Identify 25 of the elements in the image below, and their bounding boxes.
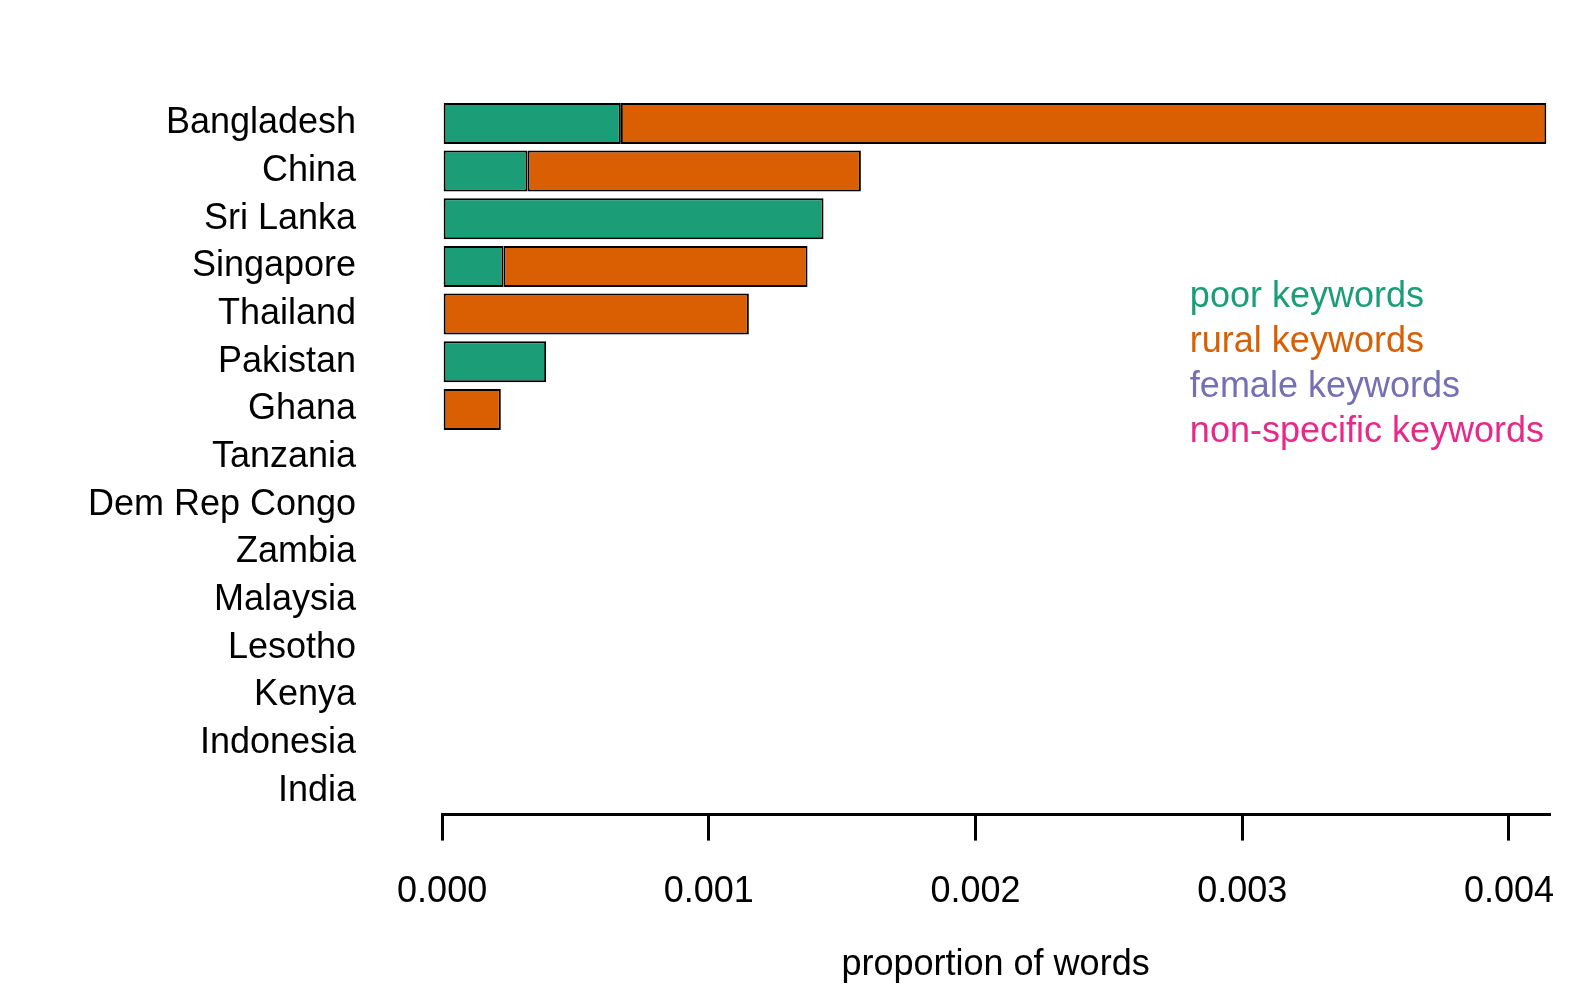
- text: poor keywords: [1189, 274, 1424, 316]
- y-tick-label: Zambia: [236, 529, 358, 571]
- x-tick-label: 0.002: [930, 869, 1021, 911]
- y-tick-label: Thailand: [218, 291, 357, 333]
- x-tick-label: 0.000: [397, 869, 488, 911]
- x-tick-label: 0.004: [1463, 869, 1555, 911]
- x-axis-title: proportion of words: [841, 942, 1150, 984]
- y-tick-label: Malaysia: [214, 577, 358, 619]
- x-tick-label: 0.001: [663, 869, 754, 911]
- y-tick-label: Ghana: [248, 386, 358, 428]
- y-tick-label: Tanzania: [212, 434, 358, 476]
- y-tick-label: Kenya: [254, 672, 358, 714]
- y-tick-label: Indonesia: [200, 720, 358, 762]
- y-tick-label: India: [278, 767, 358, 809]
- x-tick-label: 0.003: [1197, 869, 1288, 911]
- y-tick-label: Singapore: [192, 243, 357, 285]
- y-tick-label: Bangladesh: [165, 100, 357, 142]
- text: rural keywords: [1189, 319, 1424, 361]
- y-tick-label: Lesotho: [228, 624, 357, 666]
- y-tick-label: Sri Lanka: [204, 195, 358, 237]
- y-tick-label: China: [262, 148, 358, 190]
- y-tick-label: Pakistan: [218, 338, 357, 380]
- y-tick-label: Dem Rep Congo: [88, 481, 357, 523]
- legend-label: female keywords: [1189, 364, 1460, 406]
- legend-label: non-specific keywords: [1189, 409, 1545, 451]
